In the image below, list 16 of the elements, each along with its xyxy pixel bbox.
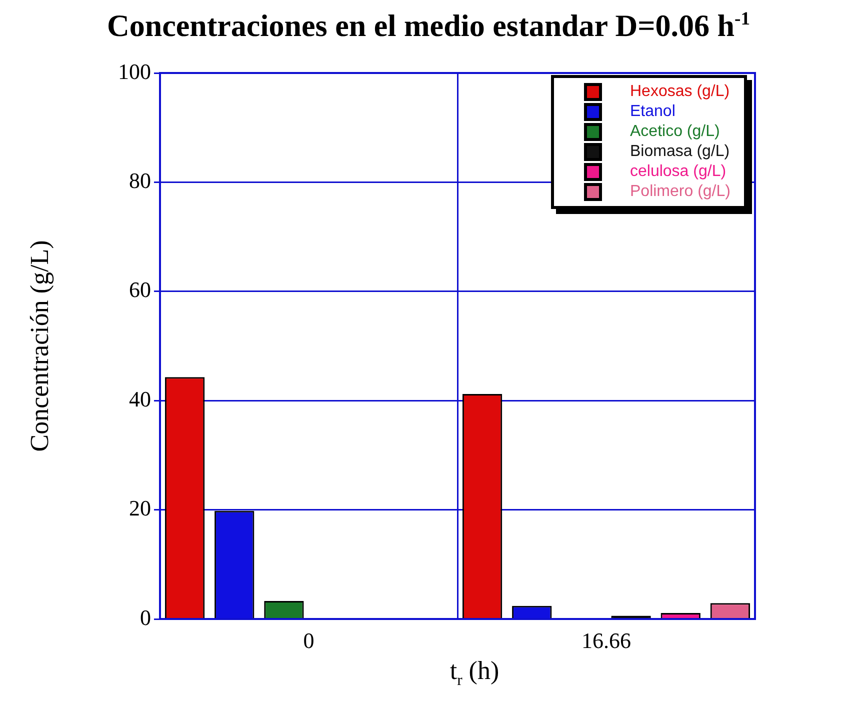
legend-label: celulosa (g/L) [630, 163, 726, 181]
chart-title: Concentraciones en el medio estandar D=0.06 h$^{-1}$ [106, 8, 752, 44]
legend-label: Etanol [630, 103, 676, 121]
y-tick-label: 100 [118, 58, 151, 84]
y-tick-label: 80 [129, 168, 151, 193]
legend-label: Biomasa (g/L) [630, 143, 730, 161]
y-tick-label: 40 [129, 386, 151, 412]
y-tick-label: 20 [129, 496, 151, 521]
legend-label: Hexosas (g/L) [630, 83, 730, 101]
y-tick-label: 60 [129, 277, 151, 302]
x-axis-title: t$_{r}$ (h) [448, 656, 500, 690]
y-axis-title: Concentración (g/L) [25, 240, 55, 452]
legend-label: Polimero (g/L) [630, 183, 730, 201]
legend-label: Acetico (g/L) [630, 123, 720, 141]
x-tick-label: 16.66 [582, 628, 631, 653]
y-tick-label: 0 [140, 604, 151, 630]
